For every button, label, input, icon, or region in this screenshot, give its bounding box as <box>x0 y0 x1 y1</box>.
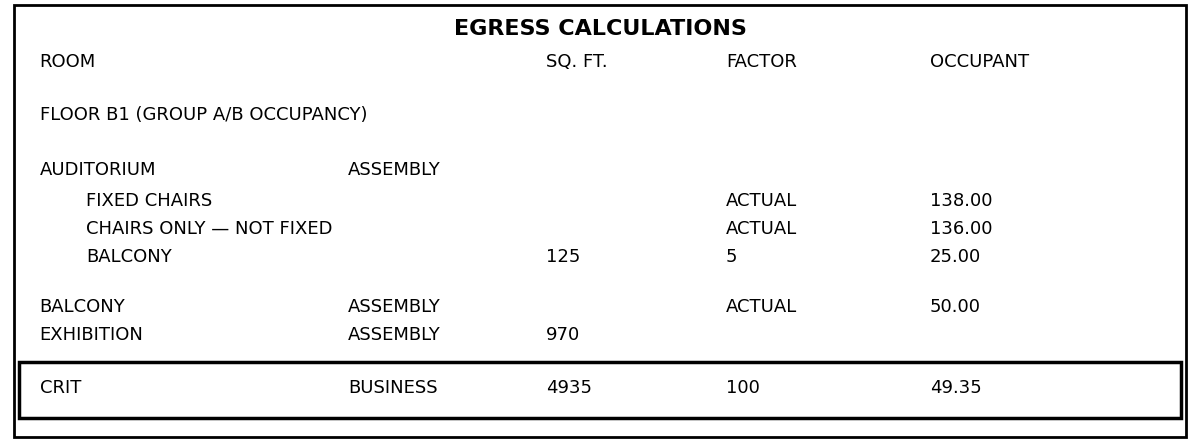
Text: ACTUAL: ACTUAL <box>726 192 797 210</box>
Text: ASSEMBLY: ASSEMBLY <box>348 161 440 179</box>
Text: ASSEMBLY: ASSEMBLY <box>348 298 440 316</box>
Text: 125: 125 <box>546 248 581 266</box>
Text: 5: 5 <box>726 248 738 266</box>
Bar <box>19 362 1181 418</box>
Text: 4935: 4935 <box>546 379 592 396</box>
Text: EXHIBITION: EXHIBITION <box>40 326 144 344</box>
Text: BALCONY: BALCONY <box>86 248 172 266</box>
Text: 970: 970 <box>546 326 581 344</box>
Text: CRIT: CRIT <box>40 379 80 396</box>
Text: ACTUAL: ACTUAL <box>726 298 797 316</box>
Text: 138.00: 138.00 <box>930 192 992 210</box>
Text: ASSEMBLY: ASSEMBLY <box>348 326 440 344</box>
Text: CHAIRS ONLY — NOT FIXED: CHAIRS ONLY — NOT FIXED <box>86 220 332 238</box>
Text: ROOM: ROOM <box>40 53 96 71</box>
Text: SQ. FT.: SQ. FT. <box>546 53 607 71</box>
Text: FIXED CHAIRS: FIXED CHAIRS <box>86 192 212 210</box>
Text: OCCUPANT: OCCUPANT <box>930 53 1030 71</box>
Text: EGRESS CALCULATIONS: EGRESS CALCULATIONS <box>454 19 746 39</box>
Text: 136.00: 136.00 <box>930 220 992 238</box>
Text: 25.00: 25.00 <box>930 248 982 266</box>
Text: BUSINESS: BUSINESS <box>348 379 438 396</box>
Text: 100: 100 <box>726 379 760 396</box>
Text: 50.00: 50.00 <box>930 298 982 316</box>
Text: FACTOR: FACTOR <box>726 53 797 71</box>
Text: 49.35: 49.35 <box>930 379 982 396</box>
Text: FLOOR B1 (GROUP A/B OCCUPANCY): FLOOR B1 (GROUP A/B OCCUPANCY) <box>40 106 367 124</box>
Text: AUDITORIUM: AUDITORIUM <box>40 161 156 179</box>
Text: BALCONY: BALCONY <box>40 298 125 316</box>
Text: ACTUAL: ACTUAL <box>726 220 797 238</box>
